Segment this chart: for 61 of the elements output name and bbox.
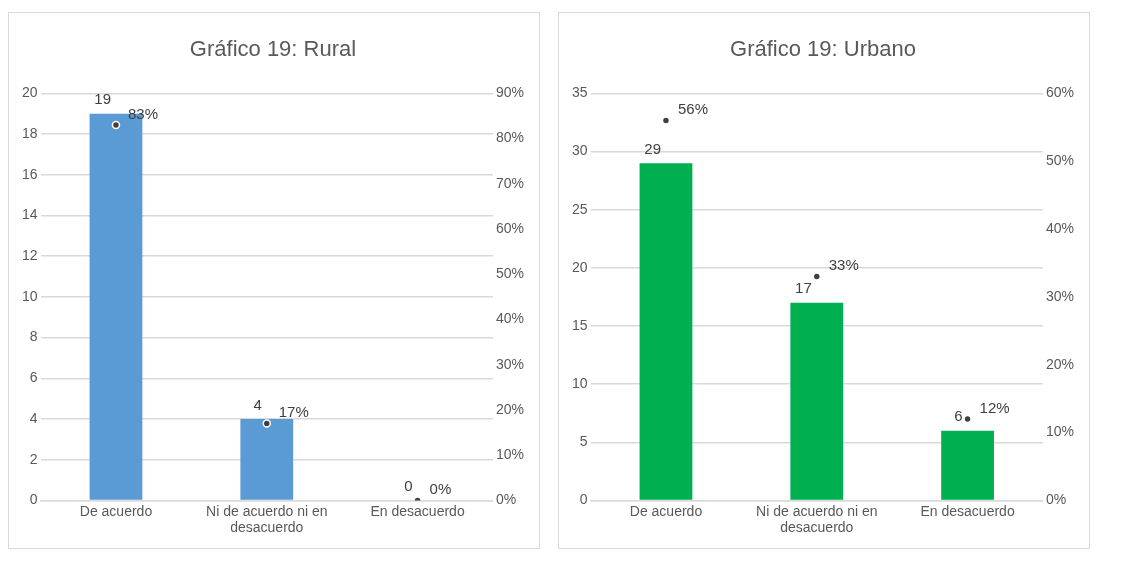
point	[262, 419, 272, 428]
y2-tick-label: 30%	[495, 355, 525, 372]
data-label: 6	[954, 407, 963, 425]
y-tick-label: 35	[571, 84, 588, 101]
y-tick-label: 6	[29, 369, 38, 386]
data-label: 4	[253, 395, 262, 413]
y2-tick-label: 40%	[495, 310, 525, 327]
y2-tick-label: 10%	[1045, 423, 1075, 440]
x-tick-label: En desacuerdo	[370, 502, 465, 519]
y-tick-label: 25	[571, 200, 588, 217]
point	[111, 120, 121, 130]
y-tick-label: 5	[579, 433, 588, 450]
chart-title: Gráfico 19: Rural	[189, 36, 357, 62]
y-tick-label: 30	[571, 142, 588, 159]
y2-tick-label: 80%	[495, 129, 525, 146]
data-label: 56%	[677, 100, 708, 118]
y-tick-label: 12	[21, 247, 38, 264]
chart-title: Gráfico 19: Urbano	[730, 36, 916, 62]
bar	[639, 163, 693, 500]
y2-tick-label: 60%	[495, 219, 525, 236]
data-label: 17%	[278, 403, 309, 421]
y-tick-label: 0	[579, 491, 588, 508]
data-label: 0	[404, 477, 413, 495]
data-label: 83%	[127, 104, 158, 122]
data-label: 17	[795, 279, 812, 297]
y-tick-label: 15	[571, 316, 588, 333]
y-tick-label: 10	[21, 287, 38, 304]
y2-tick-label: 0%	[495, 491, 517, 508]
y2-tick-label: 10%	[495, 446, 525, 463]
x-tick-label: Ni de acuerdo ni en desacuerdo	[756, 502, 878, 536]
y-tick-label: 16	[21, 165, 38, 182]
y-tick-label: 14	[21, 206, 38, 223]
x-tick-label: Ni de acuerdo ni en desacuerdo	[206, 502, 328, 536]
y2-tick-label: 60%	[1045, 84, 1075, 101]
y-tick-label: 20	[21, 84, 38, 101]
y-tick-label: 18	[21, 124, 38, 141]
y-tick-label: 8	[29, 328, 38, 345]
y2-tick-label: 50%	[495, 265, 525, 282]
x-tick-label: En desacuerdo	[920, 502, 1015, 519]
y-tick-label: 0	[29, 491, 38, 508]
bar	[790, 302, 844, 500]
y2-tick-label: 70%	[495, 174, 525, 191]
y2-tick-label: 30%	[1045, 287, 1075, 304]
y-tick-label: 20	[571, 258, 588, 275]
y2-tick-label: 50%	[1045, 152, 1075, 169]
data-label: 29	[644, 139, 661, 157]
x-tick-label: De acuerdo	[629, 502, 703, 519]
y-tick-label: 4	[29, 409, 38, 426]
y2-tick-label: 90%	[495, 84, 525, 101]
y2-tick-label: 20%	[1045, 355, 1075, 372]
x-tick-label: De acuerdo	[79, 502, 153, 519]
data-label: 19	[94, 90, 111, 108]
data-label: 12%	[979, 398, 1010, 416]
y-tick-label: 2	[29, 450, 38, 467]
y2-tick-label: 0%	[1045, 491, 1067, 508]
data-label: 0%	[429, 480, 452, 498]
y2-tick-label: 20%	[495, 400, 525, 417]
y2-tick-label: 40%	[1045, 219, 1075, 236]
data-label: 33%	[828, 256, 859, 274]
y-tick-label: 10	[571, 374, 588, 391]
bar	[941, 430, 994, 500]
